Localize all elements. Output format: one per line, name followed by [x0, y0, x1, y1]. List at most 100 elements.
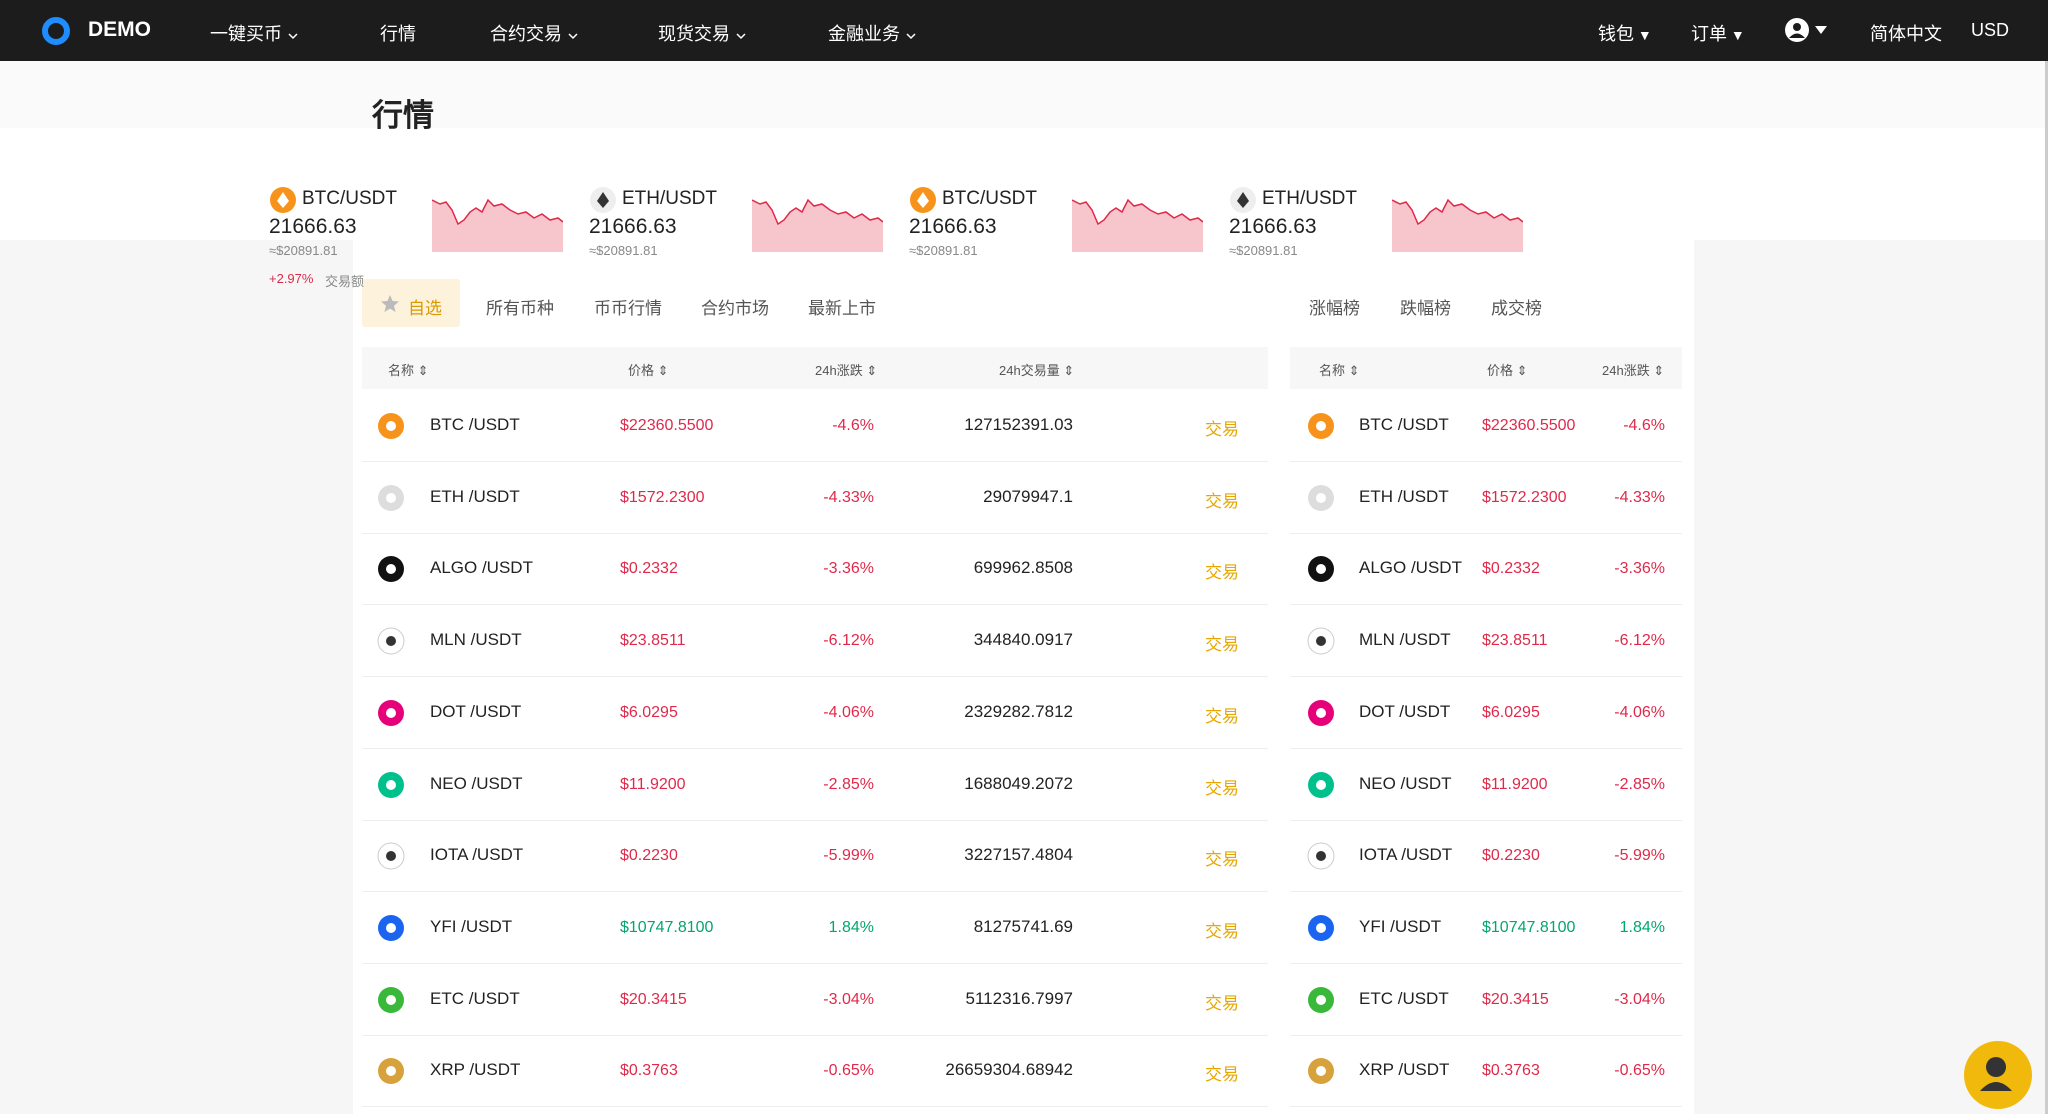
- coin-icon-wrap: [1307, 1057, 1335, 1090]
- side-pair-name[interactable]: ETC /USDT: [1359, 988, 1449, 1008]
- pair-name[interactable]: MLN /USDT: [430, 630, 522, 650]
- side-pair-name[interactable]: BTC /USDT: [1359, 415, 1449, 434]
- caret: [900, 24, 917, 44]
- side-pair-name[interactable]: ETH /USDT: [1359, 486, 1449, 506]
- coin-icon-wrap: [377, 412, 405, 445]
- ticker-icon: [590, 187, 616, 213]
- ticker-pair: ETH/USDT: [1262, 188, 1357, 209]
- coin-icon-wrap: [377, 914, 405, 947]
- price: $6.0295: [620, 703, 678, 721]
- ticker-change: +2.97%: [269, 271, 314, 286]
- pair-name[interactable]: ETC /USDT: [430, 988, 520, 1008]
- row-divider: [362, 532, 1268, 534]
- market-tab[interactable]: 币币行情: [594, 299, 662, 318]
- pair-name[interactable]: IOTA /USDT: [430, 845, 524, 865]
- side-price: $10747.8100: [1482, 918, 1576, 936]
- sparkline-wrap: [1071, 190, 1204, 257]
- market-tab[interactable]: 最新上市: [808, 299, 876, 318]
- side-row-divider: [1290, 747, 1682, 749]
- ticker-icon: [1230, 187, 1256, 213]
- side-row-divider: [1290, 1034, 1682, 1036]
- side-price: $0.2332: [1482, 560, 1540, 578]
- trade-button[interactable]: 交易: [1205, 563, 1239, 583]
- pair-name[interactable]: ALGO /USDT: [430, 558, 533, 578]
- side-row-divider: [1290, 891, 1682, 893]
- change: -0.65%: [823, 1062, 874, 1080]
- support-button[interactable]: [1962, 1039, 2034, 1111]
- side-change: -5.99%: [1614, 847, 1665, 865]
- ticker-pair: BTC/USDT: [942, 188, 1037, 209]
- nav-right-item[interactable]: 订单 ▼: [1691, 24, 1745, 44]
- tab-active-bg: [362, 279, 460, 327]
- coin-icon-wrap: [1307, 914, 1335, 947]
- side-pair-name[interactable]: ALGO /USDT: [1359, 558, 1462, 578]
- sparkline: [751, 198, 884, 252]
- ticker-price: 21666.63: [269, 215, 357, 238]
- ticker-usd: ≈$20891.81: [269, 243, 338, 255]
- side-column-header[interactable]: 名称 ⇕: [1319, 363, 1360, 378]
- nav-item[interactable]: 现货交易: [658, 20, 747, 46]
- side-price: $6.0295: [1482, 703, 1540, 721]
- ticker-price: 21666.63: [589, 215, 677, 238]
- side-pair-name[interactable]: XRP /USDT: [1359, 1060, 1450, 1080]
- ticker-icon-wrap: [589, 186, 617, 219]
- coin-icon-wrap: [1307, 555, 1335, 588]
- market-tab[interactable]: 合约市场: [701, 299, 769, 318]
- trade-button[interactable]: 交易: [1205, 491, 1239, 511]
- side-pair-name[interactable]: MLN /USDT: [1359, 630, 1451, 650]
- coin-icon-wrap: [1307, 699, 1335, 732]
- nav-right-item[interactable]: 简体中文: [1870, 24, 1942, 44]
- side-pair-name[interactable]: YFI /USDT: [1359, 916, 1442, 936]
- volume: 2329282.7812: [964, 701, 1073, 721]
- pair-name[interactable]: ETH /USDT: [430, 486, 520, 506]
- side-column-header[interactable]: 24h涨跌 ⇕: [1602, 363, 1665, 378]
- pair-name[interactable]: XRP /USDT: [430, 1060, 521, 1080]
- coin-icon: [378, 771, 404, 798]
- side-price: $20.3415: [1482, 990, 1549, 1008]
- pair-name[interactable]: DOT /USDT: [430, 701, 522, 721]
- trade-button[interactable]: 交易: [1205, 778, 1239, 798]
- logo-text[interactable]: DEMO: [88, 18, 151, 41]
- side-pair-name[interactable]: IOTA /USDT: [1359, 845, 1453, 865]
- nav-right-item[interactable]: USD: [1971, 20, 2010, 40]
- column-header[interactable]: 24h交易量 ⇕: [999, 363, 1075, 378]
- side-pair-name[interactable]: NEO /USDT: [1359, 773, 1452, 793]
- trade-button[interactable]: 交易: [1205, 1065, 1239, 1085]
- coin-icon: [1308, 699, 1334, 726]
- user-icon: [1785, 18, 1827, 42]
- volume: 3227157.4804: [964, 845, 1073, 865]
- column-header[interactable]: 价格 ⇕: [628, 363, 669, 378]
- rank-tab[interactable]: 成交榜: [1491, 299, 1542, 318]
- trade-button[interactable]: 交易: [1205, 706, 1239, 726]
- caret: [562, 24, 579, 44]
- nav-item[interactable]: 金融业务: [828, 20, 917, 46]
- change: -4.33%: [823, 488, 874, 506]
- column-header[interactable]: 24h涨跌 ⇕: [815, 363, 878, 378]
- change: -6.12%: [823, 632, 874, 650]
- trade-button[interactable]: 交易: [1205, 420, 1239, 439]
- side-column-header[interactable]: 价格 ⇕: [1487, 363, 1528, 378]
- side-change: -3.36%: [1614, 560, 1665, 578]
- volume: 699962.8508: [973, 558, 1073, 578]
- nav-item[interactable]: 合约交易: [490, 20, 579, 46]
- column-header[interactable]: 名称 ⇕: [388, 363, 429, 378]
- volume: 29079947.1: [983, 486, 1073, 506]
- market-tab[interactable]: 所有币种: [486, 299, 554, 318]
- trade-button[interactable]: 交易: [1205, 993, 1239, 1013]
- user-menu[interactable]: [1784, 17, 1834, 50]
- nav-item[interactable]: 一键买币: [210, 20, 299, 46]
- pair-name[interactable]: BTC /USDT: [430, 415, 520, 434]
- trade-button[interactable]: 交易: [1205, 635, 1239, 655]
- nav-right-item[interactable]: 钱包 ▼: [1598, 24, 1652, 44]
- trade-button[interactable]: 交易: [1205, 921, 1239, 941]
- pair-name[interactable]: YFI /USDT: [430, 916, 513, 936]
- market-tab[interactable]: 自选: [408, 299, 442, 318]
- nav-item[interactable]: 行情: [380, 24, 416, 44]
- price: $0.2332: [620, 560, 678, 578]
- pair-name[interactable]: NEO /USDT: [430, 773, 523, 793]
- row-divider: [362, 676, 1268, 678]
- side-pair-name[interactable]: DOT /USDT: [1359, 701, 1451, 721]
- trade-button[interactable]: 交易: [1205, 850, 1239, 870]
- rank-tab[interactable]: 跌幅榜: [1400, 299, 1451, 318]
- rank-tab[interactable]: 涨幅榜: [1309, 299, 1360, 318]
